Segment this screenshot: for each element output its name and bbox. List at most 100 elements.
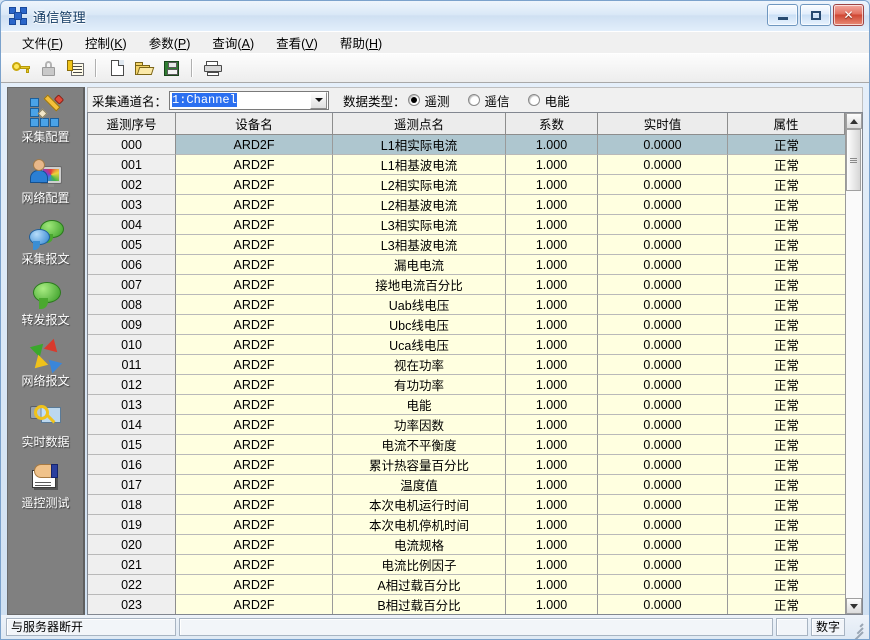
scroll-down-button[interactable] — [846, 598, 862, 614]
table-row[interactable]: 000 ARD2F L1相实际电流 1.000 0.0000 正常 — [88, 135, 845, 155]
column-header-attr[interactable]: 属性 — [728, 113, 845, 134]
cell-device: ARD2F — [176, 555, 333, 575]
column-header-device[interactable]: 设备名 — [176, 113, 333, 134]
radio-telesignal[interactable]: 遥信 — [467, 91, 510, 110]
resize-grip-icon[interactable] — [848, 619, 864, 639]
toolbar — [1, 53, 869, 83]
cell-device: ARD2F — [176, 135, 333, 155]
menu-label: 查看 — [276, 37, 302, 51]
radio-energy[interactable]: 电能 — [527, 91, 570, 110]
open-folder-icon[interactable] — [132, 56, 156, 80]
scrollbar-track[interactable] — [846, 129, 862, 598]
menu-item-query[interactable]: 查询(A) — [212, 37, 255, 51]
table-row[interactable]: 008 ARD2F Uab线电压 1.000 0.0000 正常 — [88, 295, 845, 315]
table-row[interactable]: 006 ARD2F 漏电电流 1.000 0.0000 正常 — [88, 255, 845, 275]
sidebar-item-network-config[interactable]: 网络配置 — [8, 157, 83, 205]
cell-point: 温度值 — [333, 475, 506, 495]
menu-item-parameter[interactable]: 参数(P) — [148, 37, 191, 51]
sidebar-item-collect-message[interactable]: 采集报文 — [8, 218, 83, 266]
realtime-data-icon — [29, 401, 63, 433]
column-header-value[interactable]: 实时值 — [598, 113, 728, 134]
sidebar-item-remote-control-test[interactable]: 遥控测试 — [8, 462, 83, 510]
table-row[interactable]: 017 ARD2F 温度值 1.000 0.0000 正常 — [88, 475, 845, 495]
column-header-seq[interactable]: 遥测序号 — [88, 113, 176, 134]
datatype-radio-group: 遥测 遥信 电能 — [407, 91, 588, 110]
table-row[interactable]: 013 ARD2F 电能 1.000 0.0000 正常 — [88, 395, 845, 415]
column-header-point[interactable]: 遥测点名 — [333, 113, 506, 134]
table-row[interactable]: 014 ARD2F 功率因数 1.000 0.0000 正常 — [88, 415, 845, 435]
chevron-down-icon[interactable] — [310, 91, 328, 109]
table-row[interactable]: 010 ARD2F Uca线电压 1.000 0.0000 正常 — [88, 335, 845, 355]
sidebar-item-label: 网络配置 — [21, 191, 70, 205]
status-pane-3 — [776, 617, 808, 636]
table-row[interactable]: 012 ARD2F 有功功率 1.000 0.0000 正常 — [88, 375, 845, 395]
cell-value: 0.0000 — [598, 235, 728, 255]
cell-device: ARD2F — [176, 195, 333, 215]
table-row[interactable]: 016 ARD2F 累计热容量百分比 1.000 0.0000 正常 — [88, 455, 845, 475]
table-row[interactable]: 023 ARD2F B相过载百分比 1.000 0.0000 正常 — [88, 595, 845, 614]
cell-coef: 1.000 — [506, 275, 598, 295]
menu-item-view[interactable]: 查看(V) — [276, 37, 318, 51]
cell-attr: 正常 — [728, 575, 845, 595]
menu-item-control[interactable]: 控制(K) — [85, 37, 127, 51]
cell-point: 累计热容量百分比 — [333, 455, 506, 475]
table-row[interactable]: 020 ARD2F 电流规格 1.000 0.0000 正常 — [88, 535, 845, 555]
menu-item-file[interactable]: 文件(F) — [22, 37, 63, 51]
cell-value: 0.0000 — [598, 495, 728, 515]
cell-attr: 正常 — [728, 335, 845, 355]
cell-seq: 003 — [88, 195, 176, 215]
print-icon[interactable] — [201, 56, 225, 80]
window-title: 通信管理 — [33, 9, 86, 25]
sidebar-item-label: 采集报文 — [21, 252, 70, 266]
table-row[interactable]: 005 ARD2F L3相基波电流 1.000 0.0000 正常 — [88, 235, 845, 255]
sidebar-item-label: 遥控测试 — [21, 496, 70, 510]
key-icon[interactable] — [9, 56, 33, 80]
table-row[interactable]: 009 ARD2F Ubc线电压 1.000 0.0000 正常 — [88, 315, 845, 335]
scroll-up-button[interactable] — [846, 113, 862, 129]
table-row[interactable]: 001 ARD2F L1相基波电流 1.000 0.0000 正常 — [88, 155, 845, 175]
menu-accel: F — [51, 37, 59, 51]
cell-value: 0.0000 — [598, 575, 728, 595]
new-document-icon[interactable] — [105, 56, 129, 80]
properties-icon[interactable] — [63, 56, 87, 80]
table-row[interactable]: 015 ARD2F 电流不平衡度 1.000 0.0000 正常 — [88, 435, 845, 455]
cell-point: 漏电电流 — [333, 255, 506, 275]
menu-item-help[interactable]: 帮助(H) — [339, 37, 383, 51]
table-row[interactable]: 007 ARD2F 接地电流百分比 1.000 0.0000 正常 — [88, 275, 845, 295]
cell-attr: 正常 — [728, 195, 845, 215]
sidebar-item-collect-config[interactable]: 采集配置 — [8, 94, 83, 144]
sidebar-item-network-message[interactable]: 网络报文 — [8, 338, 83, 388]
radio-telemetry[interactable]: 遥测 — [407, 91, 450, 110]
cell-device: ARD2F — [176, 315, 333, 335]
table-row[interactable]: 003 ARD2F L2相基波电流 1.000 0.0000 正常 — [88, 195, 845, 215]
sidebar-item-forward-message[interactable]: 转发报文 — [8, 279, 83, 327]
cell-coef: 1.000 — [506, 235, 598, 255]
table-row[interactable]: 021 ARD2F 电流比例因子 1.000 0.0000 正常 — [88, 555, 845, 575]
network-config-icon — [29, 157, 63, 189]
table-row[interactable]: 019 ARD2F 本次电机停机时间 1.000 0.0000 正常 — [88, 515, 845, 535]
menu-label: 帮助 — [339, 37, 365, 51]
table-row[interactable]: 004 ARD2F L3相实际电流 1.000 0.0000 正常 — [88, 215, 845, 235]
cell-seq: 015 — [88, 435, 176, 455]
column-header-coef[interactable]: 系数 — [506, 113, 598, 134]
cell-value: 0.0000 — [598, 155, 728, 175]
maximize-button[interactable] — [800, 4, 831, 26]
window-controls: ✕ — [767, 4, 864, 26]
menu-accel: P — [177, 37, 187, 51]
radio-indicator — [407, 94, 420, 106]
table-row[interactable]: 011 ARD2F 视在功率 1.000 0.0000 正常 — [88, 355, 845, 375]
app-grid-icon — [9, 7, 27, 25]
scrollbar-thumb[interactable] — [846, 129, 861, 191]
table-row[interactable]: 018 ARD2F 本次电机运行时间 1.000 0.0000 正常 — [88, 495, 845, 515]
close-button[interactable]: ✕ — [833, 4, 864, 26]
table-row[interactable]: 002 ARD2F L2相实际电流 1.000 0.0000 正常 — [88, 175, 845, 195]
cell-coef: 1.000 — [506, 555, 598, 575]
table-row[interactable]: 022 ARD2F A相过载百分比 1.000 0.0000 正常 — [88, 575, 845, 595]
channel-select[interactable]: 1:Channel — [169, 90, 330, 110]
radio-label: 遥信 — [484, 94, 510, 109]
sidebar-item-realtime-data[interactable]: 实时数据 — [8, 401, 83, 449]
save-disk-icon[interactable] — [159, 56, 183, 80]
vertical-scrollbar[interactable] — [845, 113, 862, 614]
minimize-button[interactable] — [767, 4, 798, 26]
cell-value: 0.0000 — [598, 295, 728, 315]
